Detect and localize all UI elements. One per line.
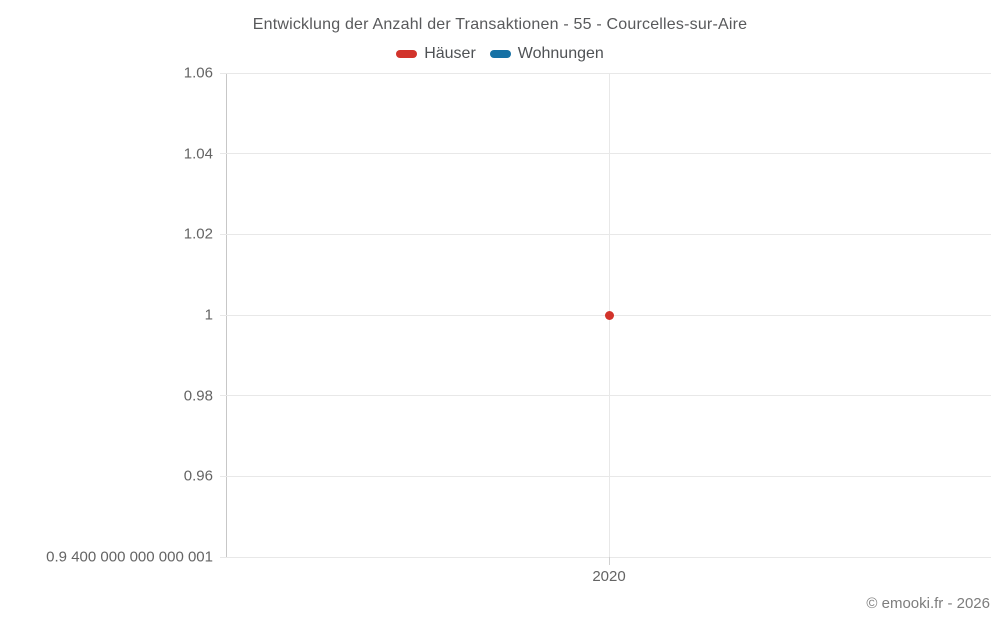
haeuser-series-swatch-icon (396, 50, 418, 58)
y-tick-label: 0.96 (183, 467, 213, 485)
y-gridline (220, 475, 991, 477)
y-gridline (220, 395, 991, 397)
y-gridline (220, 153, 991, 155)
y-tick-label: 1.02 (183, 225, 213, 243)
copyright-text: © emooki.fr - 2026 (866, 595, 990, 612)
chart-title: Entwicklung der Anzahl der Transaktionen… (252, 16, 748, 33)
legend-label-haeuser: Häuser (424, 45, 476, 62)
y-tick-label: 0.98 (183, 387, 213, 405)
legend-item-wohnungen: Wohnungen (489, 45, 604, 63)
wohnungen-series-swatch-icon (489, 50, 511, 58)
y-tick-label: 0.9 400 000 000 000 001 (46, 548, 213, 566)
x-tick-mark (608, 557, 610, 565)
chart-legend: Häuser Wohnungen (0, 45, 1000, 63)
y-tick-label: 1.04 (183, 145, 213, 163)
y-gridline (220, 233, 991, 235)
x-tick-label: 2020 (592, 568, 626, 585)
y-gridline (220, 556, 991, 558)
legend-label-wohnungen: Wohnungen (517, 45, 604, 62)
y-gridline (220, 72, 991, 74)
y-tick-label: 1 (204, 306, 213, 324)
data-point-häuser[interactable] (604, 310, 614, 320)
y-tick-label: 1.06 (183, 64, 213, 82)
legend-item-haeuser: Häuser (396, 45, 476, 63)
plot-area: 1.06 1.04 1.02 1 0.98 0.96 0.9 400 000 000 000… (46, 65, 991, 585)
